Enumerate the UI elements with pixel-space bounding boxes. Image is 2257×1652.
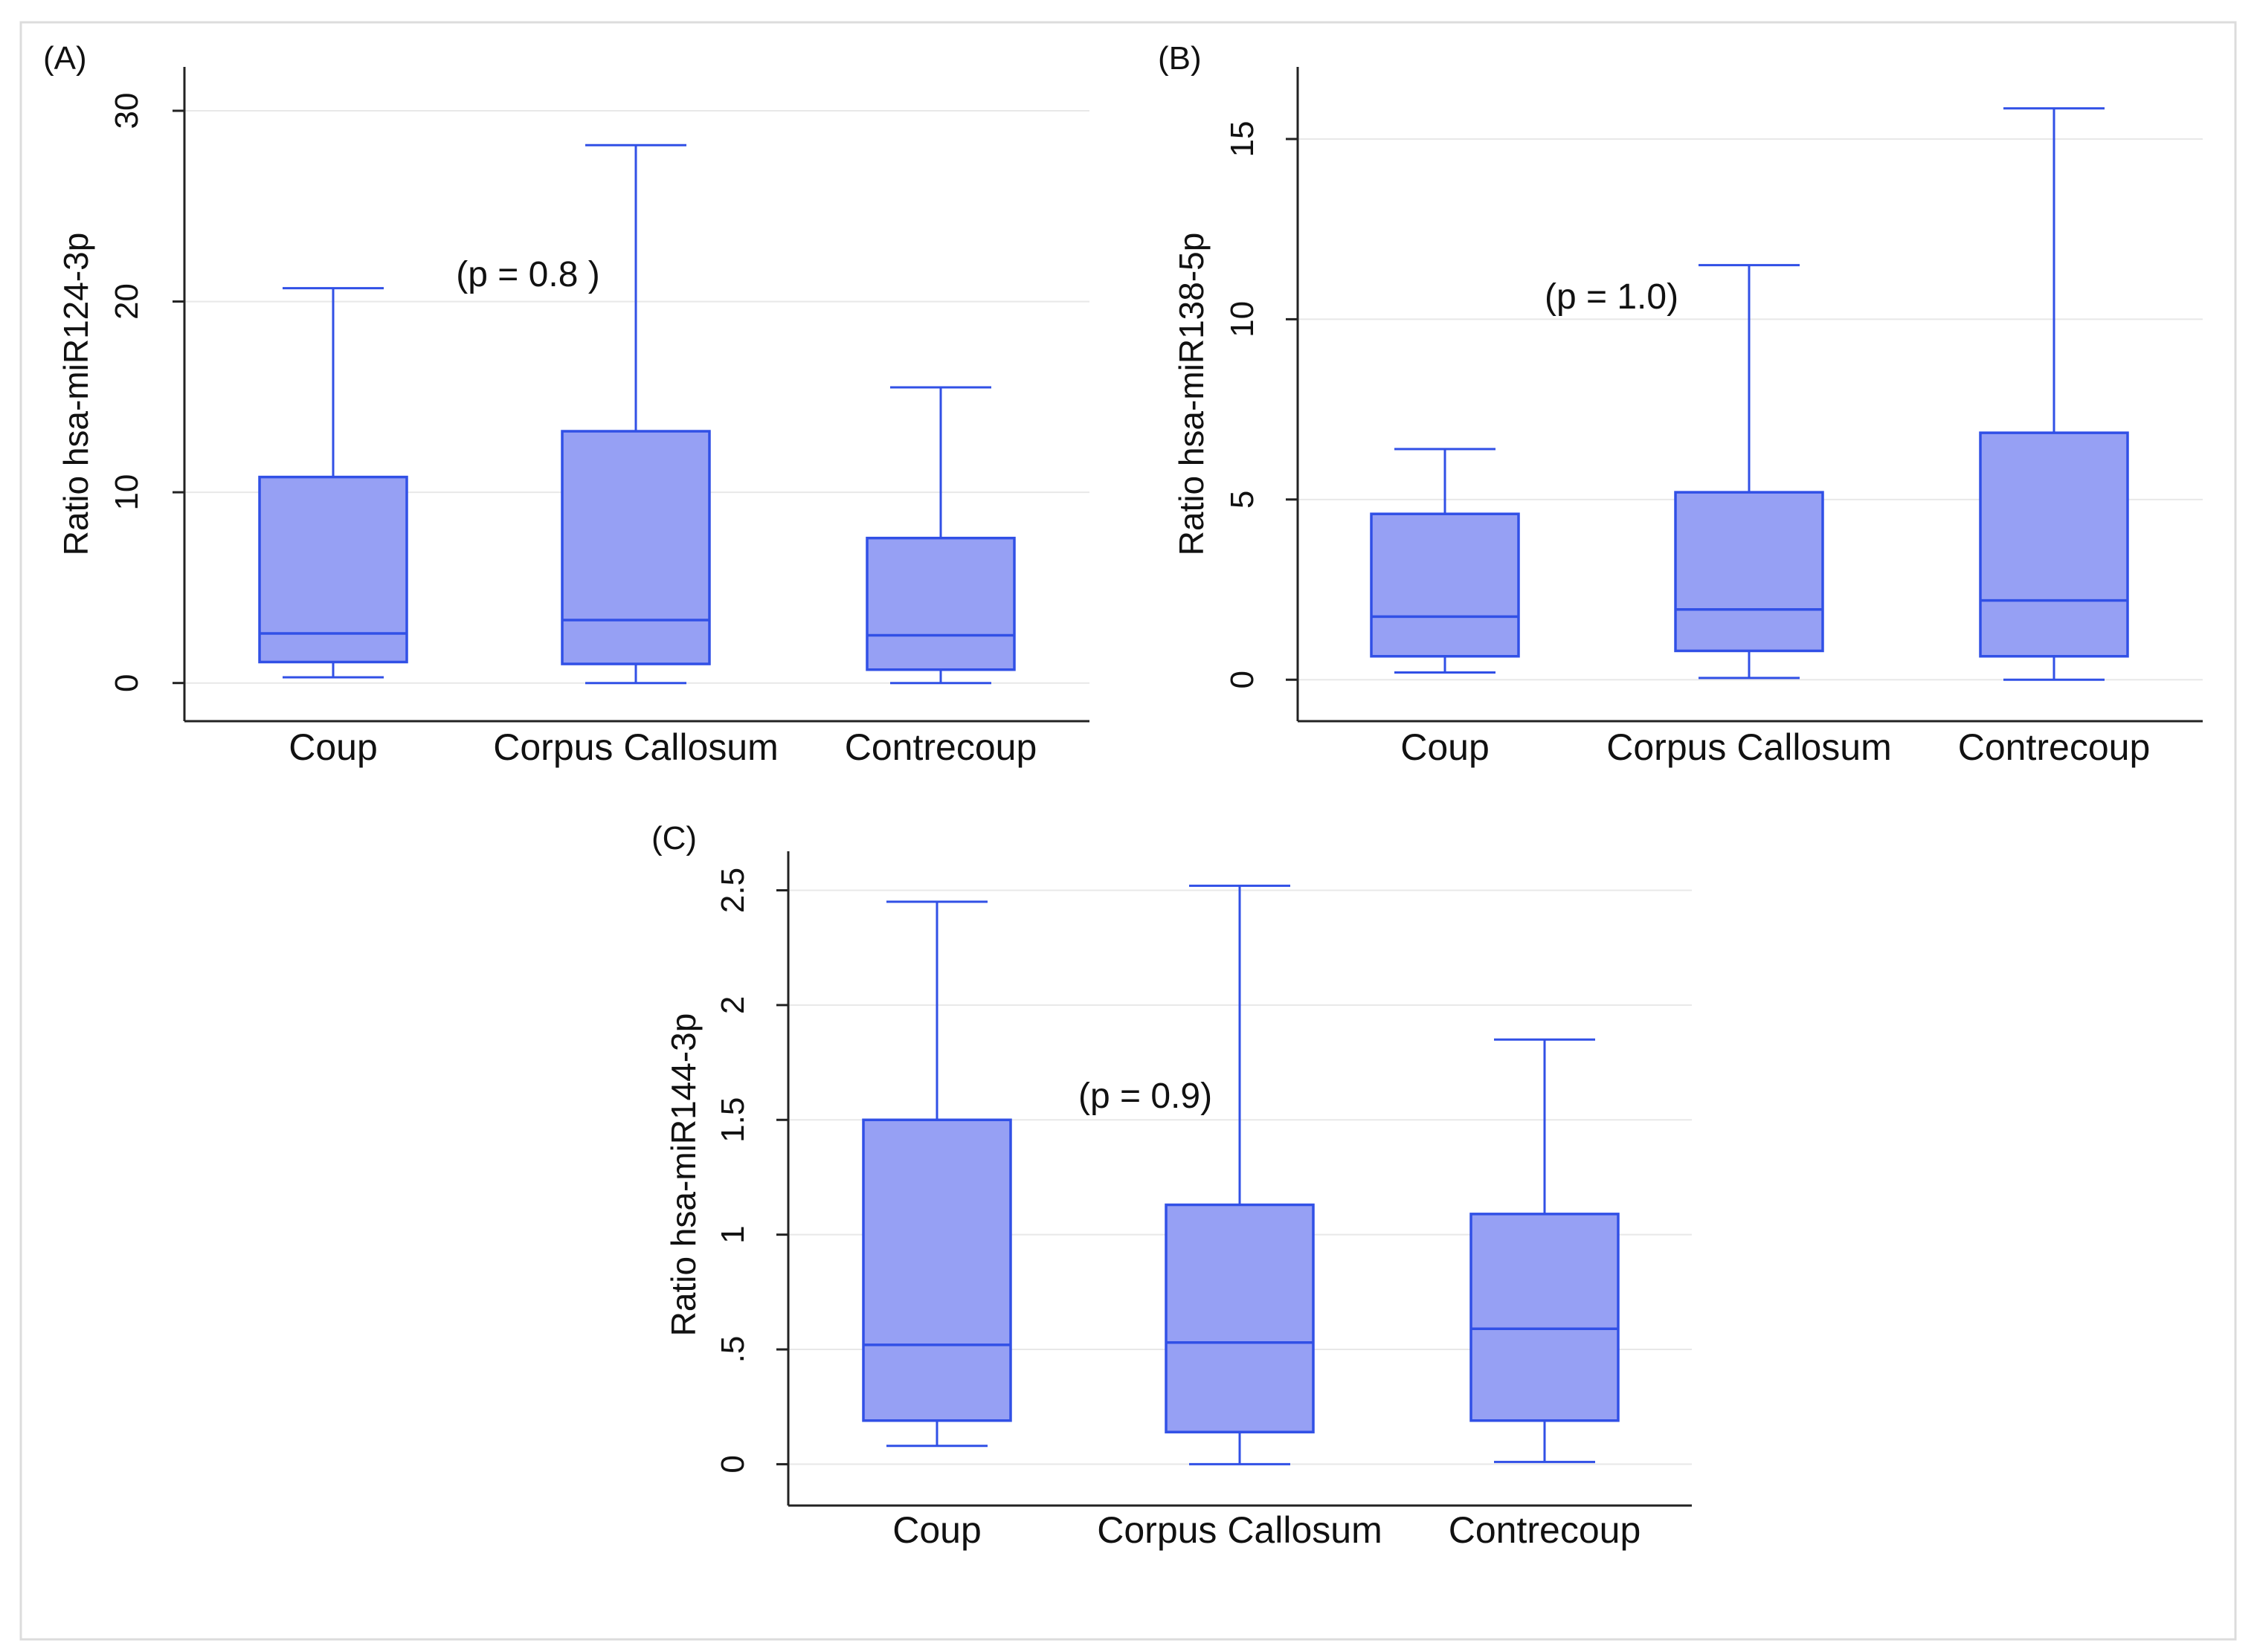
y-tick-label: .5 xyxy=(715,1336,751,1364)
box-corpus-callosum xyxy=(561,143,711,685)
box-contrecoup xyxy=(1979,107,2129,681)
iqr-box xyxy=(561,430,711,665)
iqr-box xyxy=(1469,1213,1620,1422)
panel-label: (C) xyxy=(651,820,697,856)
box-corpus-callosum xyxy=(1165,884,1315,1465)
iqr-box xyxy=(866,536,1016,671)
p-value-annotation: (p = 0.9) xyxy=(1078,1077,1212,1116)
y-tick-label: 30 xyxy=(109,93,145,129)
category-label: Coup xyxy=(1400,726,1490,768)
y-tick-label: 0 xyxy=(715,1455,751,1473)
iqr-box xyxy=(1165,1203,1315,1433)
y-tick-label: 10 xyxy=(1224,301,1260,338)
category-label: Corpus Callosum xyxy=(493,726,778,768)
panel-a: 0 10 20 30 Ratio hsa-miR124-3p (A) Coup Corpus … xyxy=(43,40,1089,768)
y-tick-label: 2 xyxy=(715,996,751,1014)
category-label: Coup xyxy=(892,1509,982,1551)
category-label: Contrecoup xyxy=(1449,1509,1641,1551)
iqr-box xyxy=(1674,491,1824,653)
iqr-box xyxy=(258,475,408,664)
y-axis-label: Ratio hsa-miR144-3p xyxy=(664,1013,703,1337)
y-tick-label: 2.5 xyxy=(715,868,751,913)
p-value-annotation: (p = 1.0) xyxy=(1545,277,1678,317)
category-label: Contrecoup xyxy=(845,726,1037,768)
category-label: Corpus Callosum xyxy=(1097,1509,1382,1551)
box-coup xyxy=(862,900,1012,1448)
p-value-annotation: (p = 0.8 ) xyxy=(456,255,599,294)
category-label: Coup xyxy=(289,726,378,768)
y-tick-label: 0 xyxy=(1224,671,1260,688)
panel-b: 0 5 10 15 Ratio hsa-miR138-5p (B) Coup Corpus C… xyxy=(1158,40,2203,768)
panel-label: (B) xyxy=(1158,40,1202,77)
iqr-box xyxy=(1370,512,1520,658)
y-tick-label: 1 xyxy=(715,1225,751,1243)
box-contrecoup xyxy=(1469,1038,1620,1463)
y-tick-label: 5 xyxy=(1224,491,1260,509)
panel-label: (A) xyxy=(43,40,87,77)
y-tick-label: 1.5 xyxy=(715,1097,751,1143)
category-label: Corpus Callosum xyxy=(1606,726,1891,768)
box-contrecoup xyxy=(866,386,1016,685)
box-corpus-callosum xyxy=(1674,264,1824,680)
y-tick-label: 10 xyxy=(109,474,145,511)
panel-c: 0 .5 1 1.5 2 2.5 Ratio hsa-miR144-3p (C) Coup Cor… xyxy=(651,820,1692,1551)
box-coup xyxy=(258,287,408,679)
y-tick-label: 15 xyxy=(1224,120,1260,157)
y-axis-label: Ratio hsa-miR124-3p xyxy=(57,233,95,556)
y-tick-label: 20 xyxy=(109,283,145,320)
category-label: Contrecoup xyxy=(1958,726,2151,768)
iqr-box xyxy=(862,1118,1012,1422)
box-coup xyxy=(1370,448,1520,674)
y-tick-label: 0 xyxy=(109,674,145,691)
y-axis-label: Ratio hsa-miR138-5p xyxy=(1172,233,1211,556)
iqr-box xyxy=(1979,431,2129,658)
figure-border xyxy=(19,21,2237,1641)
